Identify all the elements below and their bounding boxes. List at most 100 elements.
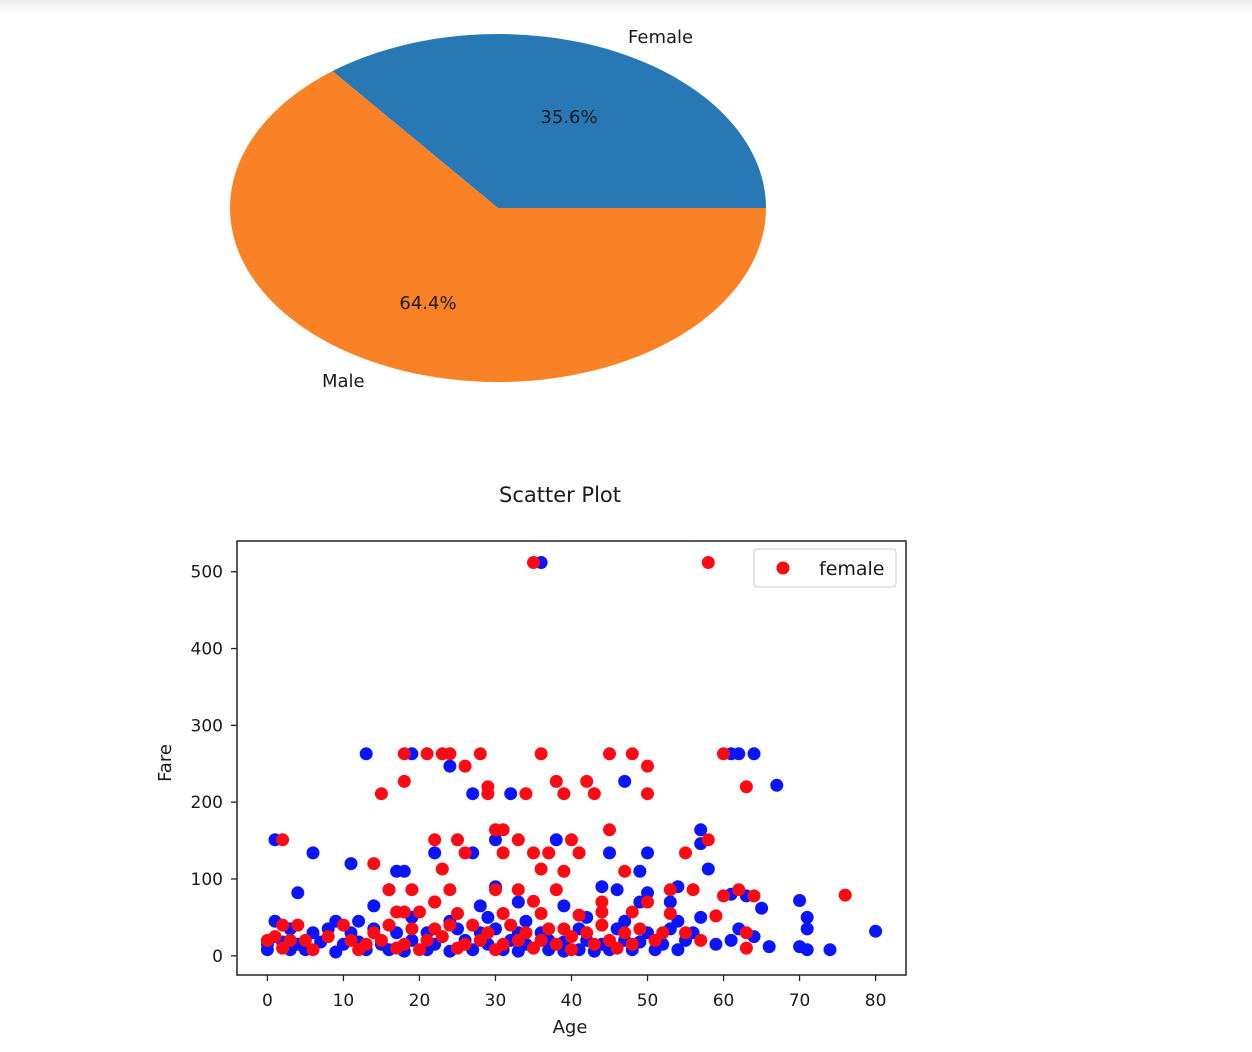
point-female-96 (321, 930, 335, 944)
point-series-2-113 (511, 944, 525, 958)
point-female-14 (549, 774, 563, 788)
point-female-62 (413, 905, 426, 919)
point-female-15 (580, 774, 594, 788)
x-tick-label-80: 80 (865, 991, 887, 1011)
chart-title: Scatter Plot (499, 483, 621, 507)
pie-chart: Female Male 35.6% 64.4% (229, 27, 767, 392)
point-series-2-5 (747, 747, 761, 761)
x-tick-label-70: 70 (789, 991, 811, 1011)
point-female-6 (473, 747, 487, 761)
point-female-72 (291, 918, 305, 932)
point-female-119 (390, 941, 404, 955)
point-female-61 (397, 905, 411, 919)
point-series-2-50 (519, 914, 533, 928)
point-series-2-20 (641, 846, 654, 860)
point-female-47 (489, 883, 502, 897)
point-female-33 (458, 846, 472, 860)
point-female-78 (443, 918, 457, 932)
point-female-12 (641, 759, 654, 773)
point-series-2-21 (344, 857, 358, 871)
point-female-44 (382, 883, 396, 897)
point-series-2-39 (511, 895, 525, 909)
point-female-53 (838, 888, 852, 902)
pie-pct-female: 35.6% (540, 107, 597, 128)
x-axis-label: Age (553, 1017, 588, 1038)
point-female-106 (511, 933, 525, 947)
point-female-97 (344, 933, 358, 947)
point-female-85 (580, 926, 594, 940)
point-female-110 (587, 937, 601, 951)
point-female-3 (420, 747, 434, 761)
point-female-51 (686, 883, 700, 897)
point-female-113 (648, 933, 662, 947)
point-female-43 (618, 864, 632, 878)
point-series-2-38 (473, 899, 487, 913)
y-tick-label-300: 300 (191, 716, 223, 736)
legend-label-female: female (819, 558, 885, 580)
point-female-27 (276, 833, 290, 847)
axis-ticks: 0 10 20 30 40 50 60 70 80 0 100 200 300 400 500 (191, 563, 887, 1011)
point-series-2-35 (793, 894, 807, 907)
legend-marker-female (776, 561, 790, 575)
point-female-68 (625, 905, 639, 919)
pie-slice-male (229, 71, 767, 383)
point-female-71 (276, 918, 290, 932)
point-female-39 (367, 857, 381, 871)
point-series-2-102 (260, 943, 274, 957)
point-series-2-123 (823, 943, 837, 957)
legend: female (753, 548, 897, 588)
point-female-36 (542, 846, 556, 860)
point-female-8 (603, 747, 616, 761)
y-tick-label-400: 400 (191, 640, 223, 660)
point-series-2-6 (443, 759, 457, 773)
point-series-2-42 (663, 895, 677, 909)
point-female-2 (397, 747, 411, 761)
point-female-26 (603, 823, 616, 837)
x-tick-label-30: 30 (485, 991, 507, 1011)
point-female-90 (679, 926, 692, 940)
point-female-20 (519, 787, 533, 801)
point-female-18 (374, 787, 388, 801)
point-female-76 (405, 922, 419, 936)
point-female-17 (739, 780, 753, 794)
point-female-124 (565, 943, 578, 957)
point-female-25 (496, 823, 510, 837)
point-female-81 (504, 918, 518, 932)
point-series-2-40 (557, 899, 571, 913)
point-female-65 (534, 907, 548, 920)
scatter-points (260, 556, 883, 959)
point-series-2-121 (671, 943, 685, 957)
point-series-2-46 (352, 914, 366, 928)
point-series-2-100 (762, 940, 776, 954)
point-female-0 (527, 556, 540, 569)
point-female-31 (565, 833, 578, 847)
point-female-1 (701, 556, 715, 569)
point-female-114 (694, 933, 708, 947)
point-series-2-8 (770, 778, 784, 792)
point-female-46 (443, 883, 457, 897)
point-female-54 (717, 889, 730, 903)
point-series-2-36 (367, 899, 381, 913)
point-female-40 (435, 862, 449, 876)
x-tick-label-10: 10 (333, 991, 355, 1011)
point-female-95 (298, 933, 312, 947)
pie-pct-male: 64.4% (399, 293, 456, 314)
point-female-55 (747, 889, 761, 903)
point-female-93 (268, 930, 282, 944)
point-female-38 (679, 846, 692, 860)
y-tick-label-500: 500 (191, 563, 223, 583)
point-series-2-54 (694, 910, 708, 924)
point-female-69 (663, 907, 677, 920)
pie-label-female: Female (628, 27, 693, 48)
point-series-2-105 (329, 945, 343, 959)
point-female-109 (565, 930, 578, 944)
point-series-2-25 (701, 862, 715, 876)
point-female-45 (405, 883, 419, 897)
point-series-2-9 (466, 787, 480, 801)
point-female-102 (435, 930, 449, 944)
point-female-121 (451, 941, 464, 955)
point-female-86 (595, 918, 609, 932)
point-female-64 (496, 907, 510, 920)
point-female-67 (595, 905, 609, 919)
